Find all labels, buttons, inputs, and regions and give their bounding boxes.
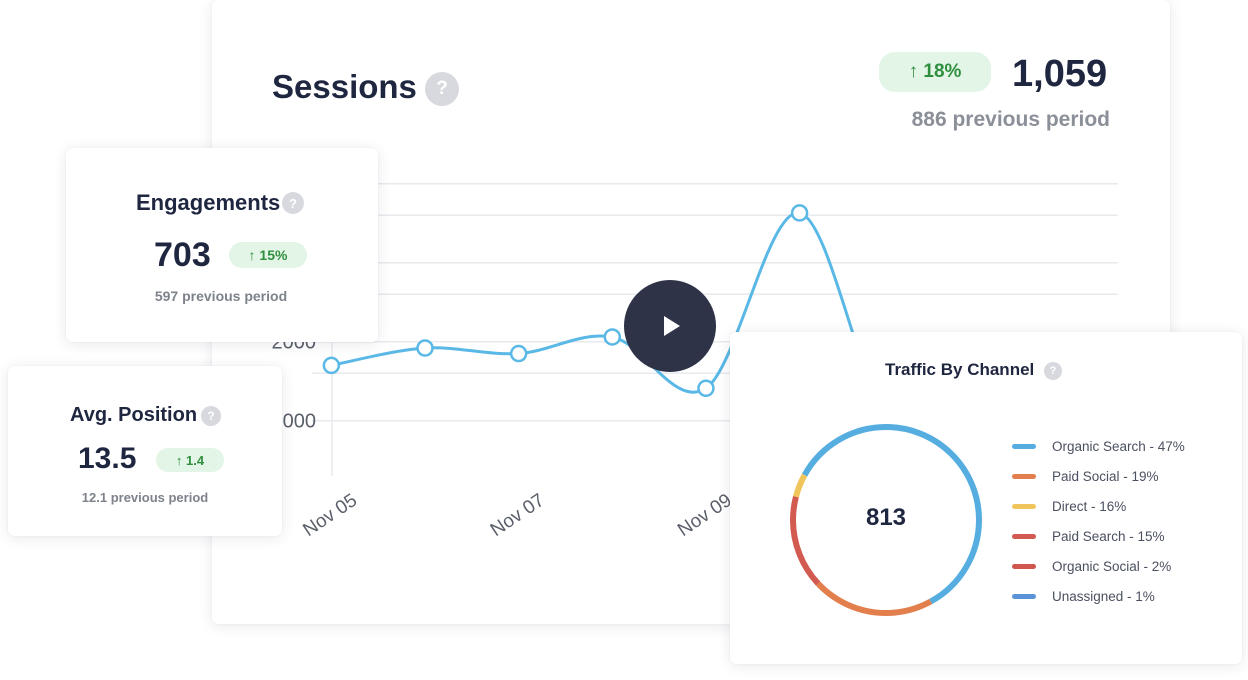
legend-label: Direct - 16% xyxy=(1052,498,1127,514)
legend-swatch xyxy=(1012,563,1036,569)
chart-data-point[interactable] xyxy=(416,339,434,357)
chart-x-tick-label: Nov 07 xyxy=(487,490,549,541)
sessions-title: Sessions xyxy=(272,68,417,105)
legend-swatch xyxy=(1012,593,1036,599)
sessions-total: 1,059 xyxy=(1012,53,1108,95)
engagements-value: 703 xyxy=(154,236,211,274)
chart-x-tick-label: Nov 05 xyxy=(299,490,361,541)
legend-swatch xyxy=(1012,443,1036,449)
donut-segment[interactable] xyxy=(790,424,982,616)
engagements-previous-period: 597 previous period xyxy=(154,288,288,304)
chart-y-tick-label: 000 xyxy=(283,411,316,433)
engagements-card: Engagements ? 703 ↑ 15% 597 previous per… xyxy=(66,148,378,342)
traffic-help-icon[interactable]: ? xyxy=(1044,362,1062,380)
legend-item[interactable]: Paid Social - 19% xyxy=(1012,466,1159,486)
legend-swatch xyxy=(1012,473,1036,479)
legend-label: Organic Social - 2% xyxy=(1052,558,1172,574)
legend-swatch xyxy=(1012,533,1036,539)
legend-item[interactable]: Organic Social - 2% xyxy=(1012,556,1171,576)
legend-label: Paid Social - 19% xyxy=(1052,468,1159,484)
traffic-title: Traffic By Channel xyxy=(885,360,1035,379)
chart-x-tick-label: Nov 09 xyxy=(674,490,736,541)
play-video-button[interactable] xyxy=(624,280,716,372)
chart-data-point[interactable] xyxy=(322,356,341,375)
engagements-help-icon[interactable]: ? xyxy=(282,192,304,214)
legend-label: Paid Search - 15% xyxy=(1052,528,1165,544)
avg-position-title: Avg. Position xyxy=(70,404,198,426)
legend-item[interactable]: Direct - 16% xyxy=(1012,496,1126,516)
engagements-change-badge: ↑ 15% xyxy=(229,242,307,268)
legend-swatch xyxy=(1012,503,1036,509)
chart-data-point[interactable] xyxy=(603,328,622,346)
avg-position-card: Avg. Position ? 13.5 ↑ 1.4 12.1 previous… xyxy=(8,366,282,536)
donut-segment[interactable] xyxy=(790,424,982,616)
legend-item[interactable]: Paid Search - 15% xyxy=(1012,526,1165,546)
traffic-total: 813 xyxy=(865,504,907,531)
avg-position-value: 13.5 xyxy=(78,442,137,475)
sessions-change-badge: ↑ 18% xyxy=(879,52,991,92)
avg-position-previous-period: 12.1 previous period xyxy=(81,490,209,505)
avg-position-change-badge: ↑ 1.4 xyxy=(156,448,224,472)
legend-label: Unassigned - 1% xyxy=(1052,588,1155,604)
sessions-previous-period: 886 previous period xyxy=(911,108,1110,131)
traffic-by-channel-card: Traffic By Channel ? 813 Organic Search … xyxy=(730,332,1242,664)
traffic-donut-chart xyxy=(790,424,982,616)
chart-data-point[interactable] xyxy=(790,204,809,222)
engagements-title: Engagements xyxy=(136,190,281,215)
sessions-help-icon[interactable]: ? xyxy=(425,72,459,106)
play-icon xyxy=(664,316,680,336)
legend-label: Organic Search - 47% xyxy=(1052,438,1185,454)
donut-segment[interactable] xyxy=(790,424,982,616)
chart-data-point[interactable] xyxy=(697,379,715,398)
avg-position-help-icon[interactable]: ? xyxy=(201,406,221,426)
legend-item[interactable]: Organic Search - 47% xyxy=(1012,436,1185,456)
legend-item[interactable]: Unassigned - 1% xyxy=(1012,586,1155,606)
chart-data-point[interactable] xyxy=(509,344,528,363)
